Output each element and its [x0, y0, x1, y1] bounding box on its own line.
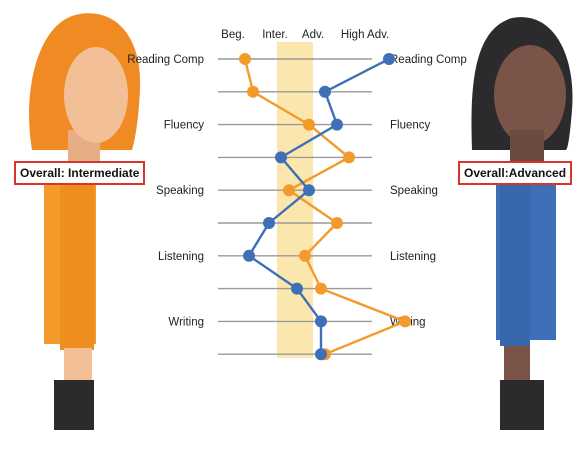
series-point	[263, 217, 275, 229]
overall-intermediate-badge: Overall: Intermediate	[14, 161, 146, 185]
overall-advanced-badge: Overall:Advanced	[458, 161, 573, 185]
series-point	[319, 85, 331, 98]
series-line	[247, 57, 390, 355]
row-label-right: Reading Comp	[390, 54, 467, 66]
right-woman-figure	[471, 17, 573, 430]
left-face	[64, 47, 128, 143]
series-point	[315, 282, 327, 295]
row-label-left: Speaking	[156, 185, 204, 197]
series-point	[315, 315, 327, 328]
series-point	[283, 184, 295, 197]
series-point	[299, 249, 311, 262]
series-point	[399, 315, 411, 328]
series-line	[243, 58, 407, 356]
series-point	[291, 282, 303, 295]
row-label-left: Fluency	[164, 120, 205, 132]
right-legs	[500, 380, 544, 430]
series-point	[331, 118, 343, 131]
right-arm	[500, 180, 530, 346]
x-category-label: Adv.	[302, 29, 324, 41]
row-labels: Reading Comp Reading Comp Fluency Fluency Sp…	[127, 54, 466, 328]
left-legs	[54, 380, 94, 430]
row-label-left: Listening	[158, 251, 204, 263]
row-label-right: Listening	[390, 251, 436, 263]
series-point	[303, 184, 315, 197]
right-face	[494, 45, 566, 145]
series-point	[343, 151, 355, 164]
series-point	[315, 348, 327, 361]
x-axis-labels: Beg. Inter. Adv. High Adv.	[221, 29, 389, 41]
x-category-label: High Adv.	[341, 29, 389, 41]
row-label-left: Writing	[168, 316, 204, 328]
series-point	[239, 53, 251, 65]
row-label-right: Speaking	[390, 185, 438, 197]
series-point	[247, 85, 259, 98]
x-category-label: Beg.	[221, 29, 245, 41]
left-woman-figure	[29, 13, 141, 430]
series-point	[303, 118, 315, 131]
series-point	[243, 249, 255, 262]
series-point	[331, 217, 343, 229]
intermediate-advanced-band	[277, 42, 313, 358]
left-arm	[60, 170, 94, 350]
x-category-label: Inter.	[262, 29, 288, 41]
row-label-left: Reading Comp	[127, 54, 204, 66]
row-label-right: Fluency	[390, 120, 431, 132]
chart-series	[239, 53, 411, 361]
series-point	[383, 53, 395, 65]
series-point	[275, 151, 287, 164]
